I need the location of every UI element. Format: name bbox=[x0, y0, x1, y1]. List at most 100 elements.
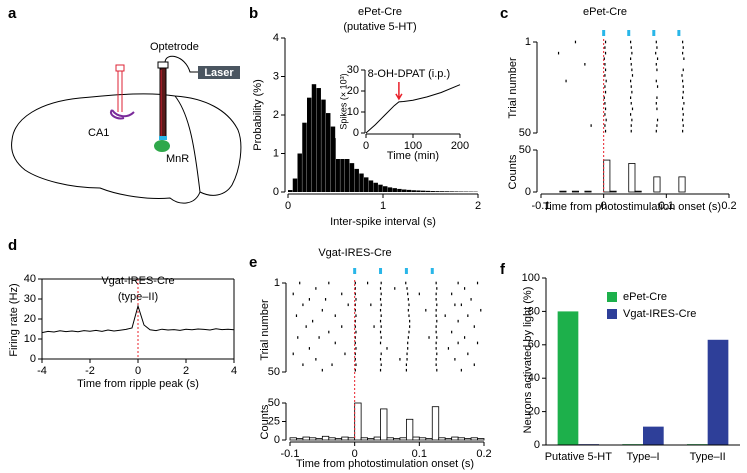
psth-bar bbox=[354, 402, 362, 441]
histogram-bar bbox=[402, 189, 407, 192]
psth-bar bbox=[418, 437, 427, 441]
histogram-bar bbox=[297, 153, 302, 192]
x-tick-label: 0 bbox=[135, 365, 141, 377]
histogram-bar bbox=[340, 147, 345, 192]
y-tick-label: 20 bbox=[347, 85, 359, 97]
psth-bar bbox=[386, 437, 394, 441]
psth-bar bbox=[603, 159, 611, 193]
x-tick-label: 200 bbox=[451, 140, 469, 152]
histogram-bar bbox=[440, 191, 445, 192]
histogram-bar bbox=[449, 191, 454, 192]
panel-label: d bbox=[8, 237, 17, 254]
x-tick-label: 4 bbox=[231, 365, 237, 377]
y-tick-label: 50 bbox=[519, 144, 531, 156]
psth-bar bbox=[321, 435, 330, 441]
annotation-arrow bbox=[395, 82, 403, 101]
histogram-bar bbox=[425, 190, 431, 192]
x-tick-label: 0.2 bbox=[476, 448, 491, 460]
x-tick-label: 0.1 bbox=[412, 448, 427, 460]
histogram-bar bbox=[387, 187, 393, 192]
x-axis-label: Time from photostimulation onset (s) bbox=[296, 458, 474, 470]
bar bbox=[643, 426, 664, 445]
y-axis-label: Neurons activated by light (%) bbox=[522, 287, 534, 434]
mnr bbox=[154, 140, 170, 152]
psth-bar bbox=[457, 437, 465, 441]
inset-y-label: Spikes (× 10³) bbox=[338, 73, 348, 129]
psth-bar bbox=[399, 437, 407, 441]
histogram-bar bbox=[354, 168, 359, 192]
label: CA1 bbox=[88, 127, 109, 139]
light-pulse bbox=[677, 30, 681, 36]
histogram-bar bbox=[411, 190, 416, 192]
y-tick-label: 0 bbox=[273, 186, 279, 198]
histogram-bar bbox=[378, 184, 383, 192]
x-tick-label: 0.2 bbox=[721, 200, 736, 212]
psth-bar bbox=[373, 436, 381, 441]
light-pulse bbox=[430, 268, 434, 274]
psth-bar bbox=[628, 163, 636, 193]
x-tick-label: -4 bbox=[37, 365, 47, 377]
y-tick-label: 10 bbox=[24, 333, 36, 345]
psth-bar bbox=[477, 438, 485, 441]
histogram-bar bbox=[326, 113, 331, 192]
y-tick-label: 3 bbox=[273, 70, 279, 82]
y-tick-label: 60 bbox=[528, 339, 540, 351]
psth-bar bbox=[296, 438, 304, 441]
x-tick-label: Type–II bbox=[690, 451, 726, 463]
psth-bar bbox=[425, 438, 433, 441]
light-pulse bbox=[353, 268, 357, 274]
psth-bar bbox=[341, 436, 349, 441]
laser-box bbox=[198, 66, 240, 79]
histogram-bar bbox=[383, 186, 388, 192]
x-tick-label: -0.1 bbox=[281, 448, 300, 460]
y-axis-label: Trial number bbox=[507, 57, 519, 119]
psth-bar bbox=[289, 437, 297, 441]
psth-bar bbox=[308, 437, 317, 441]
histogram-bar bbox=[288, 190, 293, 192]
x-tick-label: 1 bbox=[380, 200, 386, 212]
chart-title: ePet-Cre bbox=[583, 6, 627, 18]
histogram-bar bbox=[392, 188, 397, 192]
psth-bar bbox=[367, 438, 375, 441]
fiber bbox=[164, 55, 198, 73]
y-tick-label: 0 bbox=[274, 434, 280, 446]
y-tick-label: 4 bbox=[273, 32, 279, 44]
y-axis-label: Trial number bbox=[259, 299, 271, 361]
histogram-bar bbox=[292, 178, 298, 192]
histogram-bar bbox=[364, 177, 369, 192]
y-tick-label: 20 bbox=[528, 406, 540, 418]
y-tick-label: 50 bbox=[268, 397, 280, 409]
legend-label: Vgat-IRES-Cre bbox=[623, 308, 696, 320]
histogram-bar bbox=[302, 122, 307, 192]
y-tick-label: 40 bbox=[528, 372, 540, 384]
x-tick-label: 2 bbox=[475, 200, 481, 212]
histogram-bar bbox=[307, 97, 312, 192]
bar bbox=[557, 311, 579, 445]
panel-label: f bbox=[500, 261, 506, 278]
diagram: a Optetrode Laser CA1 MnR bbox=[8, 5, 242, 204]
y-axis-label: Firing rate (Hz) bbox=[8, 283, 20, 356]
light-pulse bbox=[627, 30, 631, 36]
legend-swatch bbox=[607, 292, 617, 302]
histogram-bar bbox=[373, 182, 378, 192]
y-tick-label: 0 bbox=[525, 186, 531, 198]
label: MnR bbox=[166, 153, 189, 165]
psth-bar bbox=[431, 406, 440, 441]
psth-bar bbox=[438, 437, 446, 441]
y-tick-label: 0 bbox=[534, 439, 540, 451]
panel-label: b bbox=[249, 5, 258, 22]
ca1 bbox=[110, 109, 135, 120]
histogram-bar bbox=[444, 191, 450, 192]
psth-bar bbox=[334, 438, 343, 441]
y-tick-label: 0 bbox=[353, 127, 359, 139]
bar bbox=[707, 339, 729, 445]
x-axis-label: Time from photostimulation onset (s) bbox=[543, 201, 721, 213]
psth-bar bbox=[634, 190, 642, 193]
psth-bar bbox=[584, 190, 592, 193]
histogram-bar bbox=[416, 190, 421, 192]
y-axis-label: Probability (%) bbox=[252, 79, 264, 151]
data-line bbox=[365, 84, 461, 134]
psth-bar bbox=[559, 190, 567, 193]
y-tick-label: 40 bbox=[24, 273, 36, 285]
